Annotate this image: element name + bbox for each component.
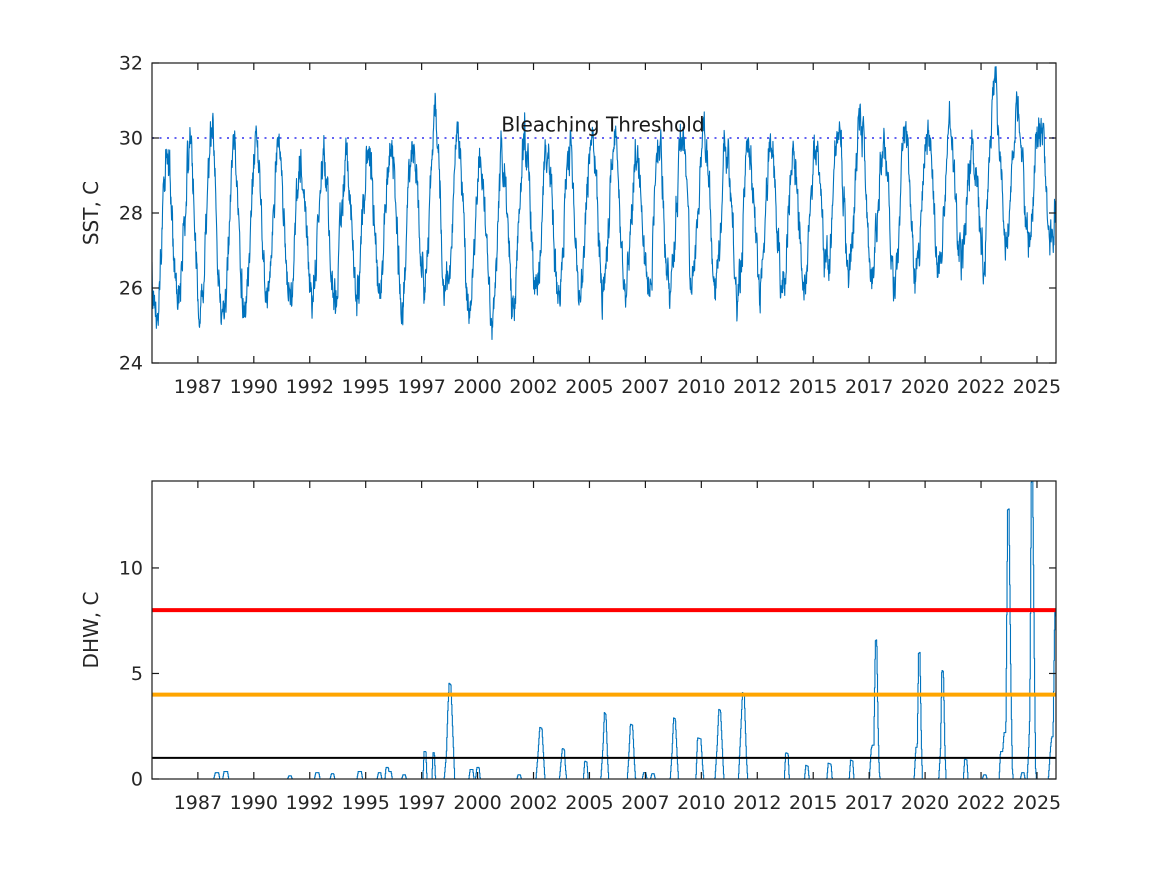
x-tick-label: 1990 [230,792,278,814]
y-tick-label: 32 [119,53,143,75]
x-tick-label: 1987 [174,792,222,814]
y-tick-label: 5 [131,663,143,685]
panel-top: 1987 1990 1992 1995 1997 2000 2002 2005 2007 2010… [79,53,1061,399]
axes-box [151,480,1057,780]
x-tick-label: 2017 [845,792,893,814]
x-tick-label: 2017 [845,376,893,398]
annotation-bleaching-threshold: Bleaching Threshold [501,113,704,137]
x-tick-label: 1995 [342,792,390,814]
y-tick-label: 30 [119,128,143,150]
x-tick-label: 2007 [621,376,669,398]
x-tick-label: 1997 [397,376,445,398]
x-tick-label: 2002 [509,376,557,398]
x-tick-label: 2020 [901,376,949,398]
x-tick-label: 2005 [565,376,613,398]
series-group [152,481,1056,779]
y-tick-label: 26 [119,278,143,300]
x-tick-label: 2000 [453,376,501,398]
series-line-sst [152,66,1056,341]
panel-bottom: 1987 1990 1992 1995 1997 2000 2002 2005 2007 2010… [79,480,1061,814]
x-tick-label: 2015 [789,792,837,814]
x-tick-label: 2005 [565,792,613,814]
x-tick-label: 2022 [957,376,1005,398]
x-tick-label: 2025 [1013,792,1061,814]
x-tick-label: 2012 [733,376,781,398]
y-tick-label: 10 [119,557,143,579]
x-tick-label: 1992 [286,792,334,814]
x-tick-label: 1997 [397,792,445,814]
y-axis-label: DHW, C [79,592,103,669]
y-tick-label: 24 [119,353,143,375]
y-axis-label: SST, C [79,181,103,245]
y-tick-label: 0 [131,769,143,791]
x-tick-label: 2020 [901,792,949,814]
x-tick-label: 1995 [342,376,390,398]
y-tick-label: 28 [119,203,143,225]
x-tick-label: 2000 [453,792,501,814]
x-tick-label: 1990 [230,376,278,398]
x-tick-label: 2022 [957,792,1005,814]
overlay-lines [152,608,1056,759]
series-line-dhw [152,481,1056,779]
x-tick-label: 2025 [1013,376,1061,398]
x-tick-label: 2002 [509,792,557,814]
x-tick-label: 2010 [677,792,725,814]
x-tick-label: 1987 [174,376,222,398]
x-tick-label: 2015 [789,376,837,398]
x-tick-label: 2007 [621,792,669,814]
x-tick-label: 2010 [677,376,725,398]
x-tick-label: 2012 [733,792,781,814]
series-group [152,66,1056,341]
x-tick-label: 1992 [286,376,334,398]
